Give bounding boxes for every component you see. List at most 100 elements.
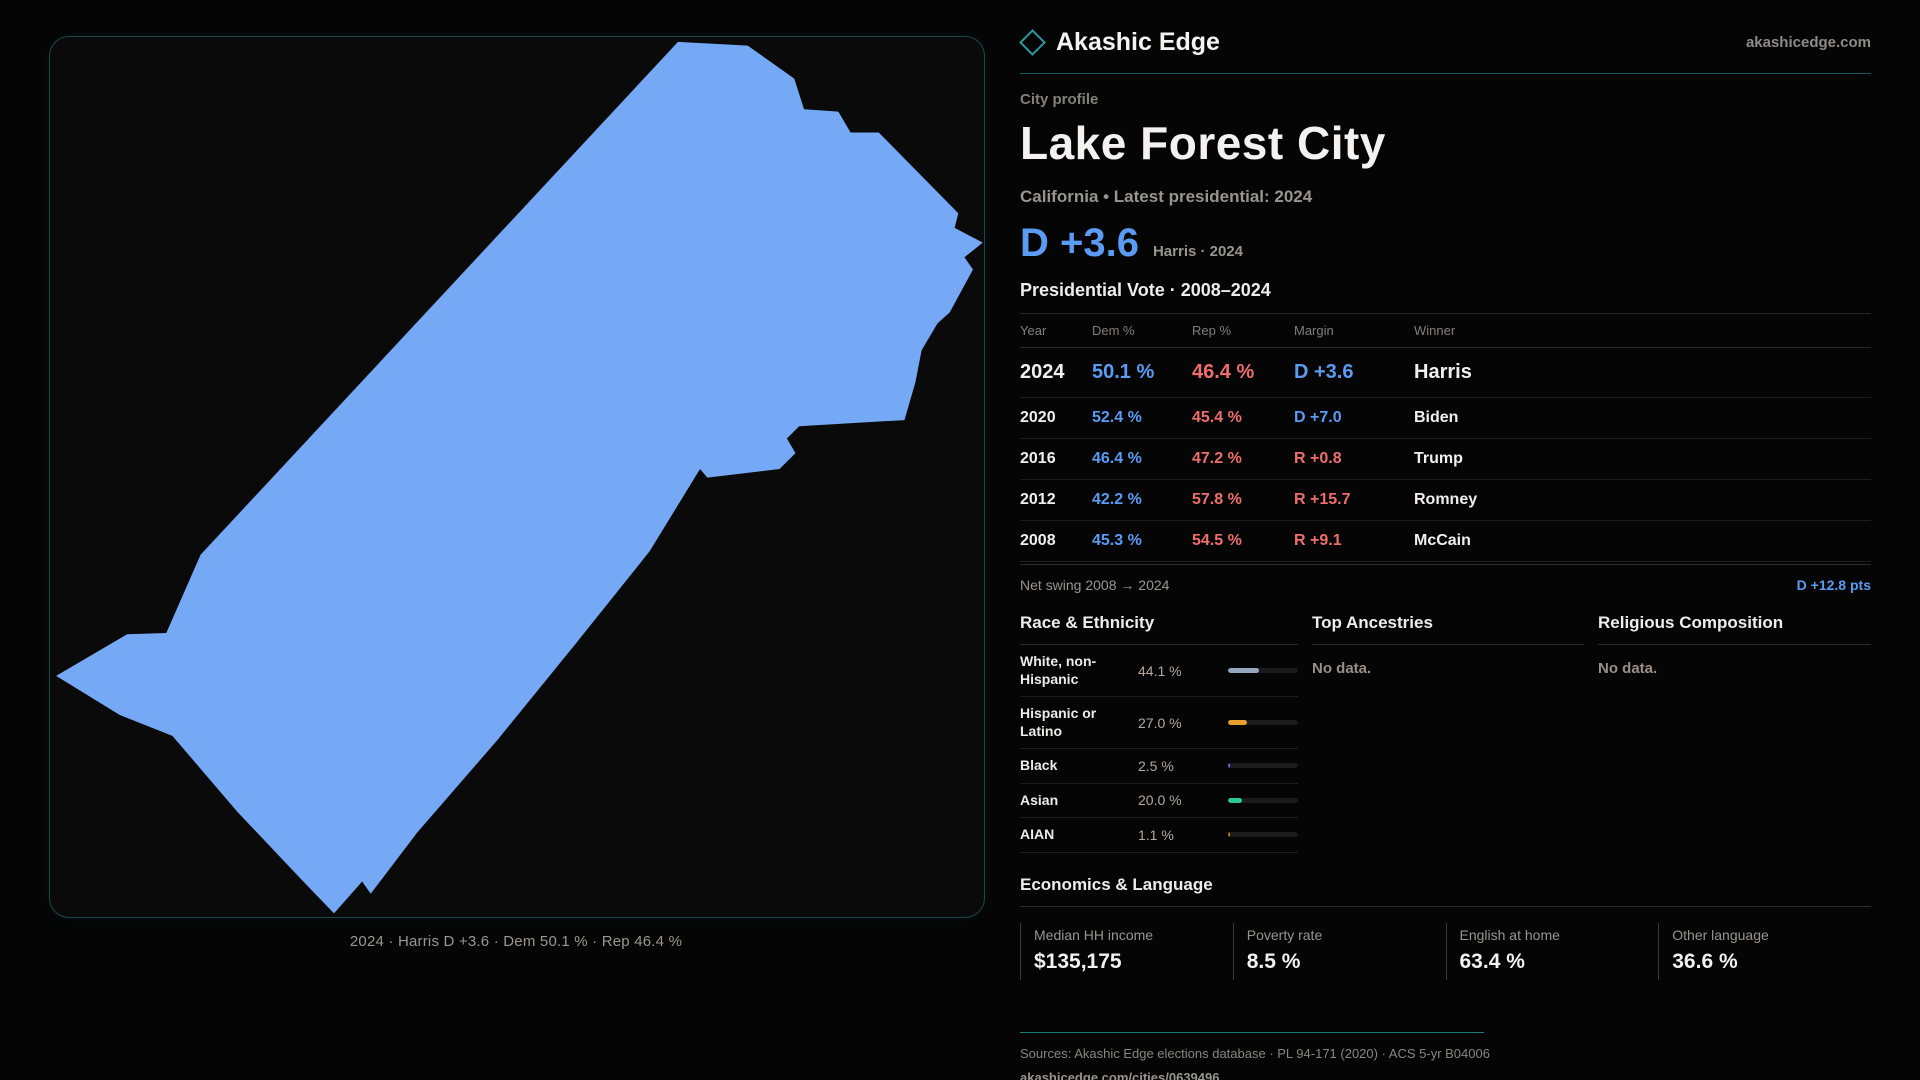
table-cell: R +15.7 — [1294, 491, 1351, 508]
race-section-title: Race & Ethnicity — [1020, 613, 1298, 645]
footer: Sources: Akashic Edge elections database… — [1020, 1031, 1490, 1080]
race-value: 20.0 % — [1138, 792, 1182, 809]
race-bar-fill — [1228, 797, 1242, 803]
table-cell: 45.4 % — [1192, 409, 1242, 426]
race-value: 44.1 % — [1138, 662, 1182, 679]
race-value: 2.5 % — [1138, 757, 1174, 774]
table-row: 2012 42.2 % 57.8 % R +15.7 Romney — [1020, 480, 1871, 521]
table-cell: 2008 — [1020, 532, 1056, 549]
table-cell: 2012 — [1020, 491, 1056, 508]
race-value: 1.1 % — [1138, 826, 1174, 843]
race-row: White, non-Hispanic 44.1 % — [1020, 645, 1298, 697]
headline-margin: D +3.6 — [1020, 221, 1139, 265]
stat-label: English at home — [1459, 926, 1560, 943]
economics-section: Economics & Language Median HH income $13… — [1020, 875, 1871, 980]
religion-section: Religious Composition No data. — [1598, 613, 1871, 853]
race-section: Race & Ethnicity White, non-Hispanic 44.1… — [1020, 613, 1298, 853]
stat-value: 63.4 % — [1459, 949, 1525, 973]
city-map — [56, 41, 983, 914]
race-rows: White, non-Hispanic 44.1 % Hispanic or Lat… — [1020, 645, 1298, 853]
net-swing-row: Net swing 2008 → 2024 D +12.8 pts — [1020, 564, 1871, 603]
race-label: Asian — [1020, 791, 1059, 808]
ancestries-empty-state: No data. — [1312, 660, 1372, 677]
table-row: 2016 46.4 % 47.2 % R +0.8 Trump — [1020, 439, 1871, 480]
diamond-icon — [1019, 29, 1046, 56]
table-cell: R +0.8 — [1294, 450, 1342, 467]
table-cell: 46.4 % — [1092, 450, 1142, 467]
race-row: Black 2.5 % — [1020, 749, 1298, 784]
table-cell: R +9.1 — [1294, 532, 1342, 549]
net-swing-value: D +12.8 pts — [1796, 577, 1871, 593]
city-map-panel — [49, 36, 985, 918]
stat-value: $135,175 — [1034, 949, 1122, 973]
table-cell: Biden — [1414, 409, 1459, 426]
citation-link[interactable]: akashicedge.com/cities/0639496 — [1020, 1069, 1220, 1080]
table-cell: D +7.0 — [1294, 409, 1342, 426]
table-cell: 2020 — [1020, 409, 1056, 426]
table-row: 2020 52.4 % 45.4 % D +7.0 Biden — [1020, 398, 1871, 439]
table-cell: 42.2 % — [1092, 491, 1142, 508]
demographics-columns: Race & Ethnicity White, non-Hispanic 44.1… — [1020, 613, 1871, 853]
column-header: Winner — [1414, 323, 1456, 338]
stat-value: 36.6 % — [1672, 949, 1738, 973]
ancestries-section: Top Ancestries No data. — [1312, 613, 1584, 853]
stat-block: Other language 36.6 % — [1658, 922, 1871, 980]
table-cell: 57.8 % — [1192, 491, 1242, 508]
race-bar — [1228, 720, 1298, 725]
brand-name: Akashic Edge — [1056, 28, 1220, 56]
table-cell: 45.3 % — [1092, 532, 1142, 549]
city-boundary-shape[interactable] — [56, 41, 983, 914]
table-row: 2008 45.3 % 54.5 % R +9.1 McCain — [1020, 521, 1871, 562]
stat-label: Other language — [1672, 926, 1769, 943]
map-caption: 2024 · Harris D +3.6 · Dem 50.1 % · Rep … — [349, 933, 683, 950]
vote-table-header: Year Dem % Rep % Margin Winner — [1020, 313, 1871, 348]
table-cell: 2016 — [1020, 450, 1056, 467]
table-cell: 54.5 % — [1192, 532, 1242, 549]
column-header: Rep % — [1192, 323, 1232, 338]
headline-margin-row: D +3.6 Harris · 2024 — [1020, 221, 1871, 266]
table-cell: McCain — [1414, 532, 1471, 549]
race-row: Asian 20.0 % — [1020, 784, 1298, 818]
subtitle: California • Latest presidential: 2024 — [1020, 187, 1313, 206]
table-cell: Romney — [1414, 491, 1478, 508]
table-cell: 47.2 % — [1192, 450, 1242, 467]
net-swing-label: Net swing 2008 → 2024 — [1020, 577, 1170, 593]
table-cell: 50.1 % — [1092, 361, 1155, 383]
economics-stats: Median HH income $135,175 Poverty rate 8.5 … — [1020, 922, 1871, 980]
race-row: AIAN 1.1 % — [1020, 818, 1298, 853]
vote-table-title: Presidential Vote · 2008–2024 — [1020, 280, 1271, 300]
table-cell: 46.4 % — [1192, 361, 1255, 383]
profile-panel: Akashic Edge akashicedge.com City profil… — [1019, 28, 1871, 1080]
stat-label: Median HH income — [1034, 926, 1154, 943]
table-row: 2024 50.1 % 46.4 % D +3.6 Harris — [1020, 348, 1871, 398]
table-cell: 2024 — [1020, 361, 1065, 383]
race-value: 27.0 % — [1138, 714, 1182, 731]
table-cell: Trump — [1414, 450, 1463, 467]
race-label: Black — [1020, 757, 1058, 773]
race-bar — [1228, 797, 1298, 803]
race-bar-fill — [1228, 763, 1230, 769]
economics-section-title: Economics & Language — [1020, 875, 1871, 907]
table-cell: D +3.6 — [1294, 361, 1354, 383]
table-cell: Harris — [1414, 361, 1472, 383]
sources-text: Sources: Akashic Edge elections database… — [1020, 1045, 1490, 1061]
race-bar — [1228, 668, 1298, 673]
stat-block: Poverty rate 8.5 % — [1232, 922, 1446, 980]
column-header: Margin — [1294, 323, 1334, 338]
stat-value: 8.5 % — [1246, 949, 1301, 973]
religion-empty-state: No data. — [1598, 660, 1658, 677]
race-bar-fill — [1228, 720, 1247, 725]
race-label: Hispanic or Latino — [1020, 705, 1097, 739]
kicker: City profile — [1020, 91, 1099, 108]
race-label: AIAN — [1020, 826, 1055, 842]
brand-domain-link[interactable]: akashicedge.com — [1745, 34, 1871, 51]
race-bar-fill — [1228, 668, 1259, 673]
headline-note: Harris · 2024 — [1152, 243, 1244, 260]
race-label: White, non-Hispanic — [1020, 653, 1097, 687]
race-row: Hispanic or Latino 27.0 % — [1020, 697, 1298, 749]
column-header: Dem % — [1092, 323, 1135, 338]
vote-table: 2024 50.1 % 46.4 % D +3.6 Harris 2020 52.4 % 45… — [1020, 348, 1871, 562]
race-bar — [1228, 832, 1298, 838]
header: Akashic Edge akashicedge.com — [1019, 28, 1871, 74]
